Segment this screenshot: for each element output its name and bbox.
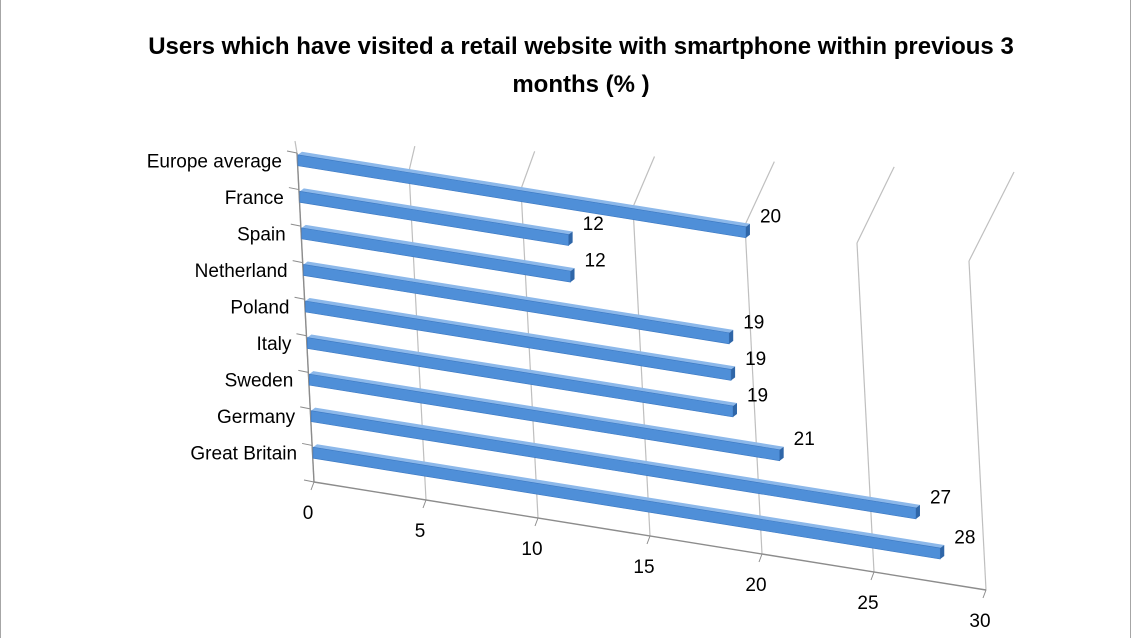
data-label: 12 bbox=[583, 214, 604, 235]
bar-top bbox=[305, 298, 736, 370]
x-tick-label: 0 bbox=[303, 503, 314, 524]
back-wall-gridline bbox=[408, 146, 416, 172]
category-tick bbox=[286, 150, 298, 154]
category-label: Sweden bbox=[225, 371, 294, 392]
value-tick bbox=[422, 499, 427, 509]
category-tick bbox=[288, 187, 299, 191]
bar-top bbox=[303, 261, 734, 333]
category-tick bbox=[296, 333, 307, 337]
back-wall-gridline bbox=[294, 140, 298, 154]
x-tick-label: 5 bbox=[415, 521, 426, 542]
floor-gridline bbox=[408, 170, 427, 501]
bar-end bbox=[732, 402, 737, 417]
data-label: 27 bbox=[930, 487, 951, 508]
floor-gridline bbox=[856, 242, 875, 573]
chart-title: Users which have visited a retail websit… bbox=[148, 33, 1014, 98]
back-wall-gridline bbox=[632, 156, 656, 208]
category-label: Poland bbox=[230, 298, 289, 319]
floor-gridline bbox=[520, 188, 539, 519]
category-tick bbox=[292, 260, 303, 264]
category-label: Europe average bbox=[147, 151, 282, 172]
bar-top bbox=[297, 151, 750, 227]
category-tick bbox=[290, 223, 301, 227]
x-tick-label: 15 bbox=[633, 557, 654, 578]
floor-gridline bbox=[968, 260, 987, 591]
floor-gridline bbox=[632, 206, 651, 537]
bar-end bbox=[915, 504, 920, 519]
x-tick-label: 10 bbox=[521, 539, 542, 560]
floor-gridline bbox=[744, 224, 763, 555]
category-tick bbox=[298, 369, 309, 373]
bar-end bbox=[729, 329, 734, 344]
x-tick-label: 25 bbox=[857, 593, 878, 614]
value-tick bbox=[646, 535, 651, 545]
bar-end bbox=[940, 545, 945, 560]
data-label: 19 bbox=[745, 349, 766, 370]
category-label: Spain bbox=[237, 224, 286, 245]
back-wall-gridline bbox=[968, 171, 1015, 262]
category-tick bbox=[294, 296, 305, 300]
category-tick bbox=[302, 442, 313, 446]
category-label: Netherland bbox=[195, 261, 288, 282]
back-wall-gridline bbox=[856, 166, 895, 244]
bar-end bbox=[745, 223, 750, 238]
x-tick-label: 20 bbox=[745, 575, 766, 596]
value-tick bbox=[982, 589, 987, 599]
bar-top bbox=[307, 334, 737, 406]
category-label: Germany bbox=[217, 407, 296, 428]
data-label: 19 bbox=[743, 312, 764, 333]
value-tick bbox=[870, 571, 875, 581]
back-wall-gridline bbox=[520, 151, 536, 190]
bar-end bbox=[779, 446, 784, 461]
category-tick bbox=[300, 406, 311, 410]
value-tick bbox=[534, 517, 539, 527]
category-label: Italy bbox=[257, 334, 292, 355]
data-label: 19 bbox=[747, 385, 768, 406]
data-label: 28 bbox=[954, 528, 975, 549]
category-label: Great Britain bbox=[190, 444, 297, 465]
bar-top bbox=[309, 371, 784, 450]
bar-end bbox=[570, 268, 575, 283]
value-tick bbox=[310, 481, 315, 491]
bar-end bbox=[731, 366, 736, 381]
category-label: France bbox=[225, 188, 284, 209]
back-wall-gridline bbox=[744, 161, 775, 226]
data-label: 21 bbox=[794, 429, 815, 450]
data-label: 12 bbox=[585, 251, 606, 272]
category-tick bbox=[303, 479, 315, 483]
bar-top bbox=[299, 188, 573, 235]
bar-end bbox=[568, 231, 573, 246]
bar-top bbox=[311, 407, 920, 508]
bar-top bbox=[301, 224, 575, 272]
category-axis-line bbox=[296, 152, 315, 483]
value-tick bbox=[758, 553, 763, 563]
data-label: 20 bbox=[760, 206, 781, 227]
bar-top bbox=[313, 444, 945, 549]
x-tick-label: 30 bbox=[969, 611, 990, 632]
